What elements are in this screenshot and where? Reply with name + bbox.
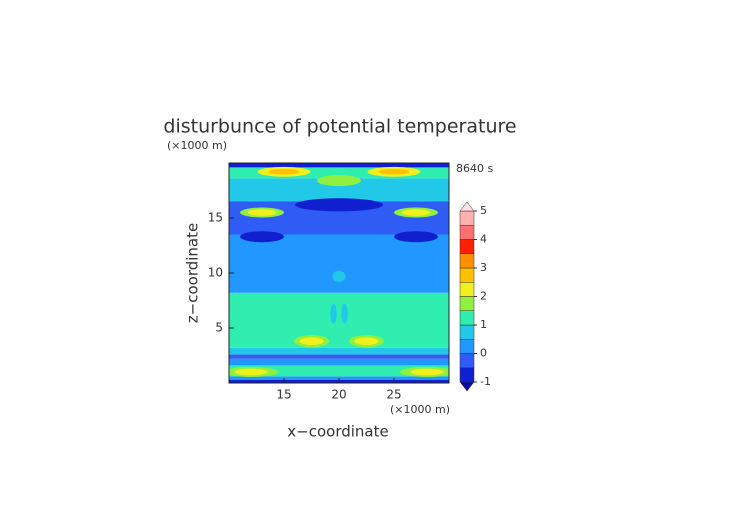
x-tick-label: 20 [331,388,346,402]
blob [332,270,346,282]
band [229,365,449,377]
blob [299,337,324,346]
colorbar-tick-label: -1 [480,375,491,388]
blob [354,337,379,346]
colorbar-box [459,296,475,311]
y-tick-label: 15 [208,211,223,225]
colorbar-box [459,324,475,340]
y-axis-label: z−coordinate [184,223,202,323]
blob [317,175,361,187]
colorbar-box [459,253,475,269]
blob [240,231,284,243]
blob [330,303,337,324]
y-tick-label: 10 [208,266,223,280]
blob [410,368,444,376]
band [229,163,449,168]
field [229,163,449,383]
blob [341,303,348,324]
band [229,178,449,202]
band [229,234,449,293]
band [229,358,449,366]
colorbar-box [459,353,475,368]
y-tick-label: 5 [215,321,223,335]
x-tick-label: 15 [276,388,291,402]
blob [394,231,438,243]
colorbar-tick-label: 1 [480,318,487,331]
colorbar-box [459,267,475,283]
blob [234,368,268,376]
blob [378,169,410,175]
chart-title: disturbunce of potential temperature [163,116,516,138]
colorbar-box [459,310,475,326]
colorbar-over [459,201,475,212]
band [229,347,449,355]
x-unit: (×1000 m) [390,403,450,416]
colorbar-tick-label: 4 [480,233,487,246]
time-label: 8640 s [456,162,493,175]
colorbar-box [459,210,475,226]
blob [295,198,383,212]
colorbar-tick-label: 2 [480,290,487,303]
band [229,354,449,359]
x-tick-label: 25 [386,388,401,402]
colorbar-box [459,239,475,254]
band [229,292,449,348]
colorbar-box [459,367,475,383]
colorbar-under [459,381,475,392]
x-axis-label: x−coordinate [287,423,388,441]
colorbar-box [459,339,475,354]
band [229,167,449,179]
blob [268,169,300,175]
colorbar-tick-label: 0 [480,347,487,360]
blob [247,209,277,216]
y-unit: (×1000 m) [167,139,227,152]
colorbar-box [459,282,475,297]
colorbar-tick-label: 5 [480,204,487,217]
colorbar-tick-label: 3 [480,261,487,274]
blob [401,209,431,216]
colorbar-box [459,225,475,240]
